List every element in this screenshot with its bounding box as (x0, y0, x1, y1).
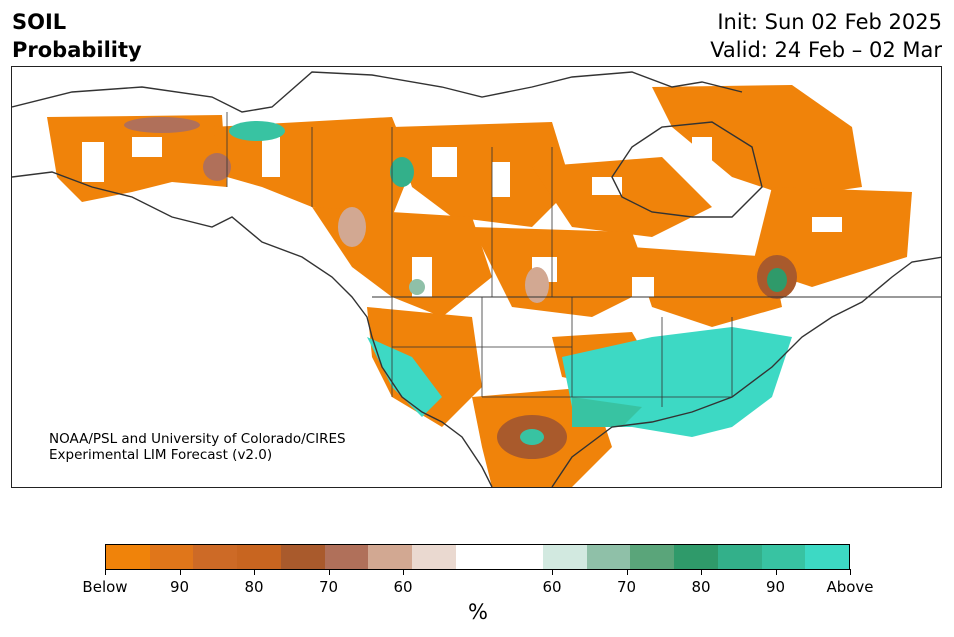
valid-range: Valid: 24 Feb – 02 Mar (710, 38, 942, 62)
colorbar-tick-label: 60 (542, 578, 562, 596)
colorbar-segment (455, 545, 500, 569)
colorbar-tick (105, 569, 106, 575)
above-region (229, 121, 792, 445)
colorbar-tick-label: Below (82, 578, 128, 596)
colorbar-segment (674, 545, 718, 569)
title-type: Probability (12, 38, 142, 62)
colorbar-tick-label: 90 (169, 578, 190, 596)
colorbar-segment (499, 545, 544, 569)
colorbar-tick (254, 569, 255, 575)
boundaries (12, 71, 941, 487)
colorbar-tick-label: 80 (244, 578, 264, 596)
colorbar-units: % (468, 600, 488, 624)
colorbar-tick-label: Above (826, 578, 874, 596)
colorbar-segment (411, 545, 456, 569)
colorbar-tick-label: 70 (318, 578, 339, 596)
colorbar-tick (701, 569, 702, 575)
colorbar-segment (805, 545, 849, 569)
colorbar-segment (586, 545, 631, 569)
colorbar-tick-label: 70 (616, 578, 637, 596)
colorbar-segment (543, 545, 587, 569)
colorbar-segment (630, 545, 675, 569)
colorbar-tick-label: 60 (393, 578, 413, 596)
colorbar-segment (149, 545, 194, 569)
colorbar-segment (193, 545, 238, 569)
map-canvas (12, 71, 941, 487)
forecast-map: NOAA/PSL and University of Colorado/CIRE… (11, 66, 942, 488)
colorbar-tick (850, 569, 851, 575)
colorbar-segment (368, 545, 412, 569)
colorbar-segment (106, 545, 150, 569)
colorbar-segment (237, 545, 281, 569)
credit-line-1: NOAA/PSL and University of Colorado/CIRE… (49, 431, 346, 447)
map-title: SOIL Probability (12, 8, 142, 64)
forecast-dates: Init: Sun 02 Feb 2025 Valid: 24 Feb – 02… (710, 8, 942, 64)
colorbar-tick-label: 90 (765, 578, 786, 596)
colorbar-segment (717, 545, 762, 569)
colorbar-tick (403, 569, 404, 575)
colorbar-tick (552, 569, 553, 575)
colorbar-segment (324, 545, 369, 569)
colorbar-segment (761, 545, 806, 569)
init-date: Init: Sun 02 Feb 2025 (717, 10, 942, 34)
neutral-gaps (82, 137, 842, 297)
colorbar-tick (626, 569, 628, 575)
colorbar-tick-label: 80 (691, 578, 711, 596)
colorbar-tick (775, 569, 777, 575)
title-variable: SOIL (12, 10, 67, 34)
credit-text: NOAA/PSL and University of Colorado/CIRE… (49, 431, 346, 463)
credit-line-2: Experimental LIM Forecast (v2.0) (49, 447, 273, 463)
probability-colorbar (105, 544, 850, 570)
colorbar-segment (280, 545, 325, 569)
colorbar-tick (179, 569, 181, 575)
colorbar-tick (328, 569, 330, 575)
